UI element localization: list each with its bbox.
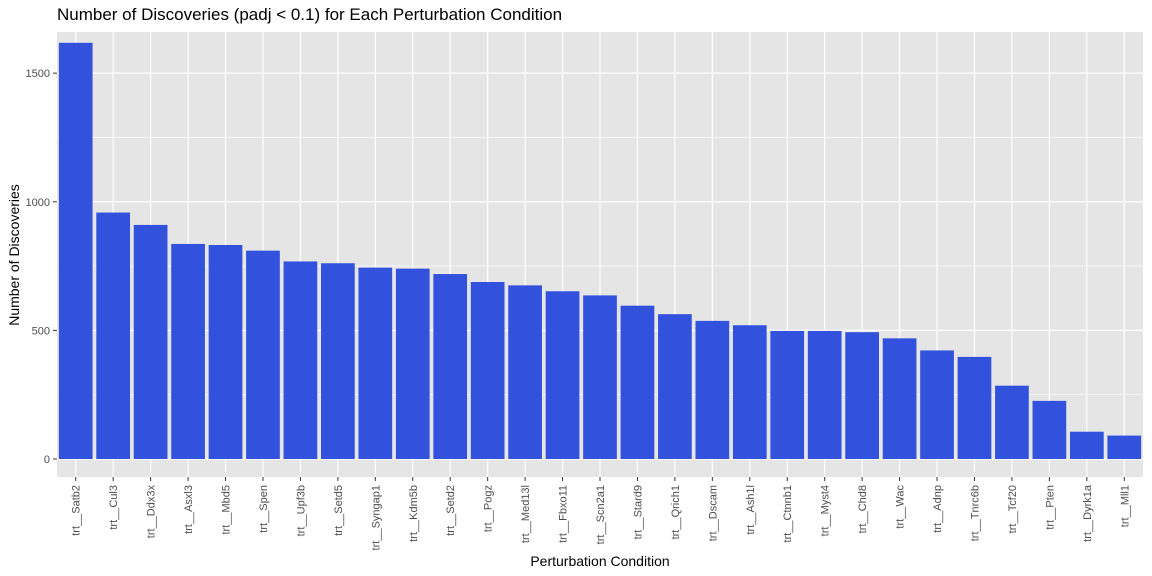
x-tick-label: trt__Satb2	[71, 485, 83, 536]
x-tick-label: trt__Asxl3	[183, 485, 195, 534]
x-axis: trt__Satb2 trt__Cul3 trt__Ddx3x trt__Asxl3 t…	[71, 477, 1131, 550]
bar	[658, 314, 692, 459]
bar	[508, 285, 542, 459]
bar	[133, 224, 168, 459]
x-tick-label: trt__Mbd5	[221, 485, 233, 535]
x-tick-label: trt__Stard9	[632, 485, 644, 539]
bar	[545, 291, 580, 459]
x-axis-title: Perturbation Condition	[530, 553, 669, 569]
x-tick-label: trt__Dscam	[707, 485, 719, 541]
bar	[395, 268, 430, 459]
x-tick-label: trt__Pten	[1044, 485, 1056, 530]
bar	[1032, 400, 1067, 459]
bar	[470, 282, 505, 459]
bar	[845, 332, 879, 459]
chart-title: Number of Discoveries (padj < 0.1) for E…	[57, 5, 562, 24]
x-tick-label: trt__Chd8	[857, 485, 869, 533]
x-tick-label: trt__Ash1l	[745, 485, 757, 535]
bar	[96, 212, 131, 459]
x-tick-label: trt__Ddx3x	[146, 485, 158, 539]
bar	[770, 330, 805, 459]
y-tick-label: 1500	[26, 68, 50, 80]
bar	[732, 325, 767, 459]
bar	[995, 385, 1029, 459]
x-tick-label: trt__Dyrk1a	[1082, 484, 1094, 542]
x-tick-label: trt__Mll1	[1119, 485, 1131, 527]
bar	[433, 274, 468, 459]
bar	[583, 295, 617, 459]
bar	[208, 244, 243, 459]
bar	[283, 261, 318, 459]
bar	[957, 356, 992, 459]
bar	[1107, 435, 1142, 459]
x-tick-label: trt__Upf3b	[295, 485, 307, 536]
x-tick-label: trt__Spen	[258, 485, 270, 533]
x-tick-label: trt__Qrich1	[670, 485, 682, 539]
bar	[620, 305, 655, 459]
x-tick-label: trt__Cul3	[108, 485, 120, 530]
bar	[358, 267, 393, 459]
bar	[1069, 431, 1104, 459]
x-tick-label: trt__Ctnnb1	[782, 485, 794, 542]
y-tick-label: 500	[32, 325, 50, 337]
bar	[321, 263, 355, 459]
x-tick-label: trt__Fbxo11	[558, 485, 570, 543]
bar	[171, 243, 205, 459]
bar	[807, 330, 842, 459]
x-tick-label: trt__Syngap1	[370, 485, 382, 550]
x-tick-label: trt__Med13l	[520, 485, 532, 543]
bar	[920, 350, 954, 459]
x-tick-label: trt__Setd2	[445, 485, 457, 536]
x-tick-label: trt__Pogz	[483, 485, 495, 532]
bar	[695, 320, 730, 459]
bar	[58, 42, 93, 459]
bar	[246, 250, 280, 459]
y-axis: 0 500 1000 1500	[26, 68, 57, 466]
x-tick-label: trt__Adnp	[932, 485, 944, 533]
bar	[882, 338, 917, 459]
x-tick-label: trt__Scn2a1	[595, 485, 607, 544]
x-tick-label: trt__Kdm5b	[408, 485, 420, 542]
y-tick-label: 1000	[26, 197, 50, 209]
x-tick-label: trt__Tcf20	[1007, 485, 1019, 533]
x-tick-label: trt__Tnrc6b	[969, 485, 981, 541]
y-axis-title: Number of Discoveries	[6, 184, 22, 326]
y-tick-label: 0	[44, 454, 50, 466]
x-tick-label: trt__Myst4	[820, 485, 832, 536]
x-tick-label: trt__Setd5	[333, 485, 345, 536]
bars	[58, 42, 1142, 459]
x-tick-label: trt__Wac	[895, 485, 907, 529]
